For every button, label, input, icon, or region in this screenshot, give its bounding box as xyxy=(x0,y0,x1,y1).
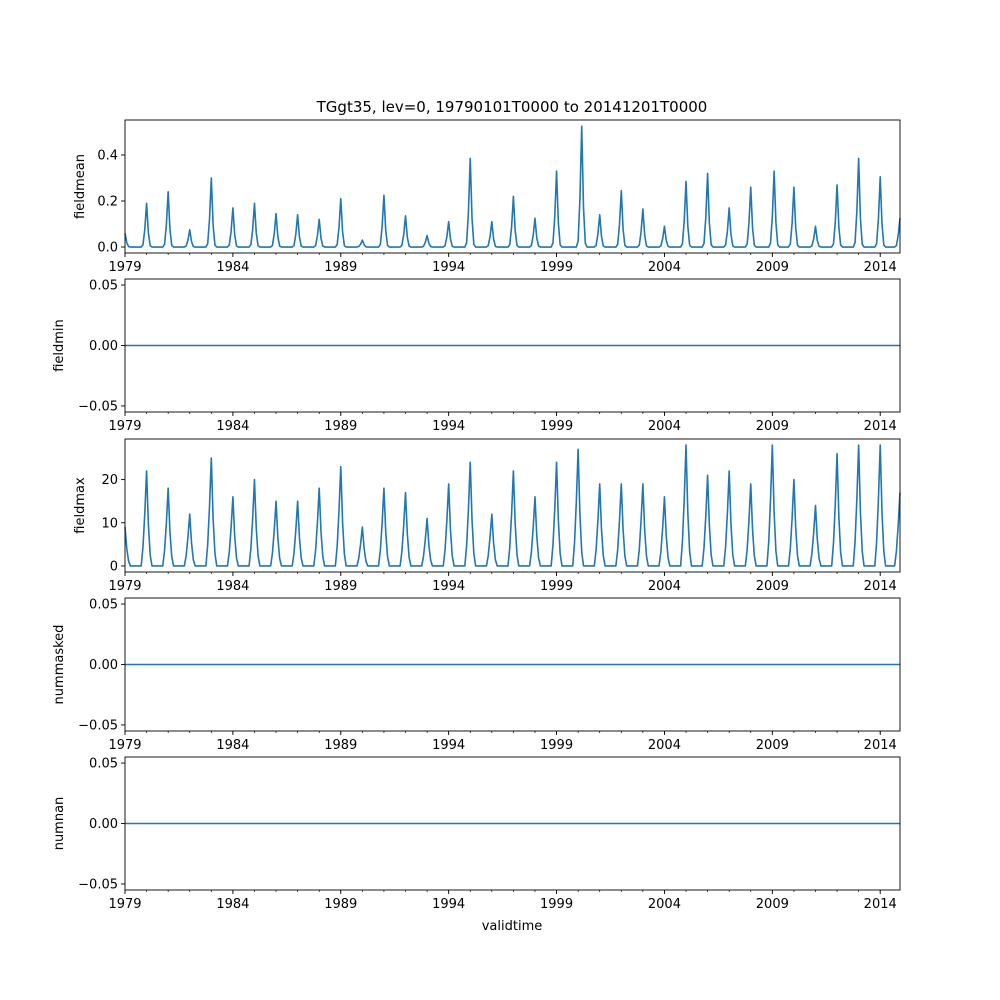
x-tick-label: 2014 xyxy=(864,738,897,753)
y-tick-label: −0.05 xyxy=(78,877,118,892)
y-tick-label: 0.00 xyxy=(89,817,118,832)
x-tick-label: 1999 xyxy=(540,419,573,434)
x-tick-label: 1994 xyxy=(432,419,465,434)
axes-frame xyxy=(124,438,901,573)
x-tick-label: 1994 xyxy=(432,738,465,753)
x-tick-label: 2004 xyxy=(648,897,681,912)
x-tick-label: 1984 xyxy=(216,419,249,434)
series-line-fieldmax xyxy=(124,444,901,567)
x-tick-label: 1984 xyxy=(216,897,249,912)
y-tick-label: 0.00 xyxy=(89,658,118,673)
subplot-fieldmax: 1979 1984 1989 1994 1999 2004 2009 2014 0 10 20 fie… xyxy=(73,438,901,594)
x-tick-label: 1979 xyxy=(108,897,141,912)
subplot-numnan: 1979 1984 1989 1994 1999 2004 2009 2014 −0.05 0.0… xyxy=(52,757,901,912)
x-tick-label: 1989 xyxy=(324,738,357,753)
y-tick-label: −0.05 xyxy=(78,399,118,414)
y-tick-label: 0.00 xyxy=(89,339,118,354)
x-tick-label: 1994 xyxy=(432,579,465,594)
figure-title: TGgt35, lev=0, 19790101T0000 to 20141201… xyxy=(316,98,708,116)
y-tick-label: 0.05 xyxy=(89,757,118,772)
subplot-fieldmean: 1979 1984 1989 1994 1999 2004 2009 2014 0.0 0.2 0.… xyxy=(73,119,901,275)
x-tick-label: 1989 xyxy=(324,897,357,912)
x-tick-label: 1979 xyxy=(108,738,141,753)
x-tick-label: 1999 xyxy=(540,738,573,753)
x-tick-label: 2009 xyxy=(756,260,789,275)
x-tick-label: 1984 xyxy=(216,738,249,753)
x-tick-label: 1994 xyxy=(432,897,465,912)
y-tick-label: 0.05 xyxy=(89,598,118,613)
y-axis-label: fieldmax xyxy=(73,477,88,534)
y-tick-label: 0.2 xyxy=(97,194,118,209)
subplots: 1979 1984 1989 1994 1999 2004 2009 2014 0.0 0.2 0.… xyxy=(52,119,901,912)
x-tick-label: 2004 xyxy=(648,738,681,753)
y-axis-label: nummasked xyxy=(52,625,67,705)
x-axis-label: validtime xyxy=(482,919,543,934)
x-tick-label: 1979 xyxy=(108,260,141,275)
x-tick-label: 2004 xyxy=(648,260,681,275)
x-tick-label: 1989 xyxy=(324,260,357,275)
y-tick-label: 0.05 xyxy=(89,279,118,294)
x-tick-label: 2014 xyxy=(864,419,897,434)
series-line-fieldmean xyxy=(124,125,901,248)
x-tick-label: 2014 xyxy=(864,260,897,275)
y-tick-label: −0.05 xyxy=(78,718,118,733)
x-tick-label: 1979 xyxy=(108,579,141,594)
y-axis-label: fieldmin xyxy=(52,319,67,372)
x-tick-label: 1989 xyxy=(324,579,357,594)
x-tick-label: 2009 xyxy=(756,579,789,594)
y-tick-label: 0 xyxy=(110,559,118,574)
y-axis-label: numnan xyxy=(52,797,67,851)
x-tick-label: 2009 xyxy=(756,897,789,912)
y-axis-label: fieldmean xyxy=(73,154,88,219)
x-tick-label: 2004 xyxy=(648,579,681,594)
x-tick-label: 1999 xyxy=(540,897,573,912)
axes-frame xyxy=(124,119,901,254)
x-tick-label: 1999 xyxy=(540,579,573,594)
x-tick-label: 2004 xyxy=(648,419,681,434)
x-tick-label: 1989 xyxy=(324,419,357,434)
x-tick-label: 1979 xyxy=(108,419,141,434)
x-tick-label: 2009 xyxy=(756,419,789,434)
y-tick-label: 10 xyxy=(101,516,118,531)
y-tick-label: 20 xyxy=(101,473,118,488)
y-tick-label: 0.4 xyxy=(97,148,118,163)
y-tick-label: 0.0 xyxy=(97,241,118,256)
x-tick-label: 1994 xyxy=(432,260,465,275)
x-tick-label: 2009 xyxy=(756,738,789,753)
x-tick-label: 2014 xyxy=(864,579,897,594)
x-tick-label: 1984 xyxy=(216,260,249,275)
x-tick-label: 2014 xyxy=(864,897,897,912)
subplot-nummasked: 1979 1984 1989 1994 1999 2004 2009 2014 −0.05 0.0… xyxy=(52,598,901,753)
x-tick-label: 1999 xyxy=(540,260,573,275)
x-tick-label: 1984 xyxy=(216,579,249,594)
subplot-fieldmin: 1979 1984 1989 1994 1999 2004 2009 2014 −0.05 0.0… xyxy=(52,279,901,434)
